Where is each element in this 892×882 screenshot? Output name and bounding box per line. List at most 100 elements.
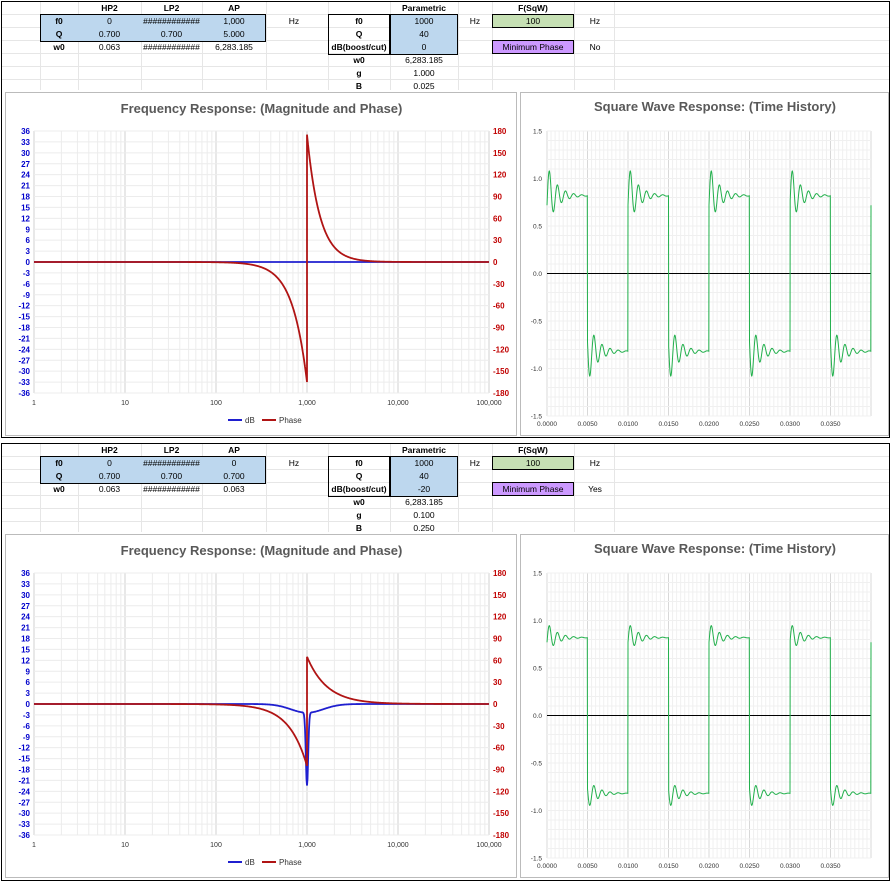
col-header-hp2: HP2 <box>101 445 118 455</box>
y-tick-label: -0.5 <box>531 319 543 326</box>
x-tick-label: 0.0250 <box>740 863 760 870</box>
cell-lp2-f0[interactable]: ############ <box>143 458 200 468</box>
cell-lp2-f0[interactable]: ############ <box>143 16 200 26</box>
legend-phase-label: Phase <box>279 858 302 867</box>
param-value-f0[interactable]: 1000 <box>414 16 434 26</box>
min-phase-box <box>492 40 574 54</box>
sqw-value[interactable]: 100 <box>525 458 541 468</box>
cell-hp2-q[interactable]: 0.700 <box>98 29 121 39</box>
cell-ap-f0[interactable]: 1,000 <box>223 16 245 26</box>
cell-ap-w0[interactable]: 0.063 <box>223 484 245 494</box>
param-value-w0: 6,283.185 <box>405 497 443 507</box>
parametric-label-box <box>328 14 390 55</box>
cell-lp2-w0[interactable]: ############ <box>143 484 200 494</box>
x-tick-label: 0.0300 <box>780 421 800 428</box>
x-tick-label: 0.0300 <box>780 863 800 870</box>
series-phase-line <box>34 134 489 383</box>
row-label-f0: f0 <box>55 16 63 26</box>
param-label-db: dB(boost/cut) <box>331 484 387 494</box>
y-tick-label: 1.5 <box>533 571 542 578</box>
unit-hz: Hz <box>288 458 300 468</box>
x-tick-label: 0.0050 <box>578 421 598 428</box>
y-right-tick-label: -90 <box>493 766 505 775</box>
y-left-tick-label: 0 <box>26 700 31 709</box>
y-right-tick-label: 180 <box>493 127 507 136</box>
y-left-tick-label: 18 <box>21 193 30 202</box>
y-left-tick-label: -12 <box>18 744 30 753</box>
param-value-q[interactable]: 40 <box>419 471 429 481</box>
y-left-tick-label: 6 <box>26 678 31 687</box>
y-tick-label: -0.5 <box>531 761 543 768</box>
frequency-response-svg: Frequency Response: (Magnitude and Phase… <box>18 543 509 867</box>
cell-ap-w0[interactable]: 6,283.185 <box>215 42 253 52</box>
param-unit-hz: Hz <box>469 458 481 468</box>
cell-hp2-f0[interactable]: 0 <box>107 458 112 468</box>
param-value-db[interactable]: 0 <box>421 42 427 52</box>
cell-lp2-w0[interactable]: ############ <box>143 42 200 52</box>
cell-lp2-q[interactable]: 0.700 <box>160 471 183 481</box>
y-left-tick-label: 0 <box>26 258 31 267</box>
x-tick-label: 100 <box>210 400 222 407</box>
row-label-f0: f0 <box>55 458 63 468</box>
cell-hp2-w0[interactable]: 0.063 <box>98 484 121 494</box>
filter-panel-bottom: HP2 LP2 AP f0 0 ############ 0 Hz Q 0.70… <box>1 443 890 881</box>
chart-title: Square Wave Response: (Time History) <box>594 99 836 114</box>
chart-title: Frequency Response: (Magnitude and Phase… <box>121 101 403 116</box>
y-left-tick-label: -33 <box>18 820 30 829</box>
x-tick-label: 10,000 <box>387 400 409 407</box>
cell-ap-f0[interactable]: 0 <box>231 458 237 468</box>
y-left-tick-label: -6 <box>23 280 31 289</box>
sqw-value[interactable]: 100 <box>525 16 541 26</box>
x-tick-label: 0.0250 <box>740 421 760 428</box>
cell-ap-q[interactable]: 5.000 <box>223 29 245 39</box>
series-phase-line <box>34 656 489 767</box>
cell-hp2-q[interactable]: 0.700 <box>98 471 121 481</box>
sqw-unit: Hz <box>589 458 601 468</box>
cell-ap-q[interactable]: 0.700 <box>223 471 245 481</box>
cell-hp2-w0[interactable]: 0.063 <box>98 42 121 52</box>
y-left-tick-label: 3 <box>26 247 31 256</box>
x-tick-label: 0.0350 <box>821 421 841 428</box>
y-left-tick-label: -3 <box>23 269 31 278</box>
param-value-f0[interactable]: 1000 <box>414 458 434 468</box>
col-header-hp2: HP2 <box>101 3 118 13</box>
y-left-tick-label: -15 <box>18 755 30 764</box>
x-tick-label: 10 <box>121 400 129 407</box>
y-left-tick-label: -30 <box>18 367 30 376</box>
min-phase-label[interactable]: Minimum Phase <box>502 484 564 494</box>
y-left-tick-label: 27 <box>21 602 30 611</box>
row-label-q: Q <box>55 471 63 481</box>
y-tick-label: -1.5 <box>531 856 543 863</box>
param-value-q[interactable]: 40 <box>419 29 429 39</box>
square-wave-chart: Square Wave Response: (Time History) 1.5 1… <box>520 92 889 436</box>
y-left-tick-label: 36 <box>21 127 30 136</box>
y-left-tick-label: 33 <box>21 138 30 147</box>
sqw-value-box <box>492 456 574 470</box>
frequency-response-svg: Frequency Response: (Magnitude and Phase… <box>18 101 509 425</box>
y-right-tick-label: 0 <box>493 258 498 267</box>
square-wave-chart: Square Wave Response: (Time History) 1.5 1… <box>520 534 889 878</box>
x-tick-label: 100 <box>210 842 222 849</box>
x-tick-label: 1 <box>32 400 36 407</box>
y-right-tick-label: 30 <box>493 236 502 245</box>
y-tick-label: -1.0 <box>531 808 543 815</box>
y-right-tick-label: -30 <box>493 280 505 289</box>
param-label-b: B <box>355 81 363 91</box>
y-tick-label: 1.0 <box>533 176 542 183</box>
y-tick-label: 0.0 <box>533 271 542 278</box>
y-left-tick-label: 36 <box>21 569 30 578</box>
min-phase-box <box>492 482 574 496</box>
min-phase-label[interactable]: Minimum Phase <box>502 42 564 52</box>
col-header-ap: AP <box>228 445 240 455</box>
chart-title: Square Wave Response: (Time History) <box>594 541 836 556</box>
cell-hp2-f0[interactable]: 0 <box>107 16 112 26</box>
param-value-db[interactable]: -20 <box>417 484 431 494</box>
filter-panel-top: HP2 LP2 AP f0 0 ############ 1,000 Hz Q … <box>1 1 890 438</box>
y-right-tick-label: 30 <box>493 678 502 687</box>
series-db-line <box>34 703 489 786</box>
legend-db-label: dB <box>245 416 255 425</box>
y-left-tick-label: 9 <box>26 225 31 234</box>
y-right-tick-label: 90 <box>493 635 502 644</box>
x-tick-label: 0.0200 <box>699 863 719 870</box>
cell-lp2-q[interactable]: 0.700 <box>160 29 183 39</box>
